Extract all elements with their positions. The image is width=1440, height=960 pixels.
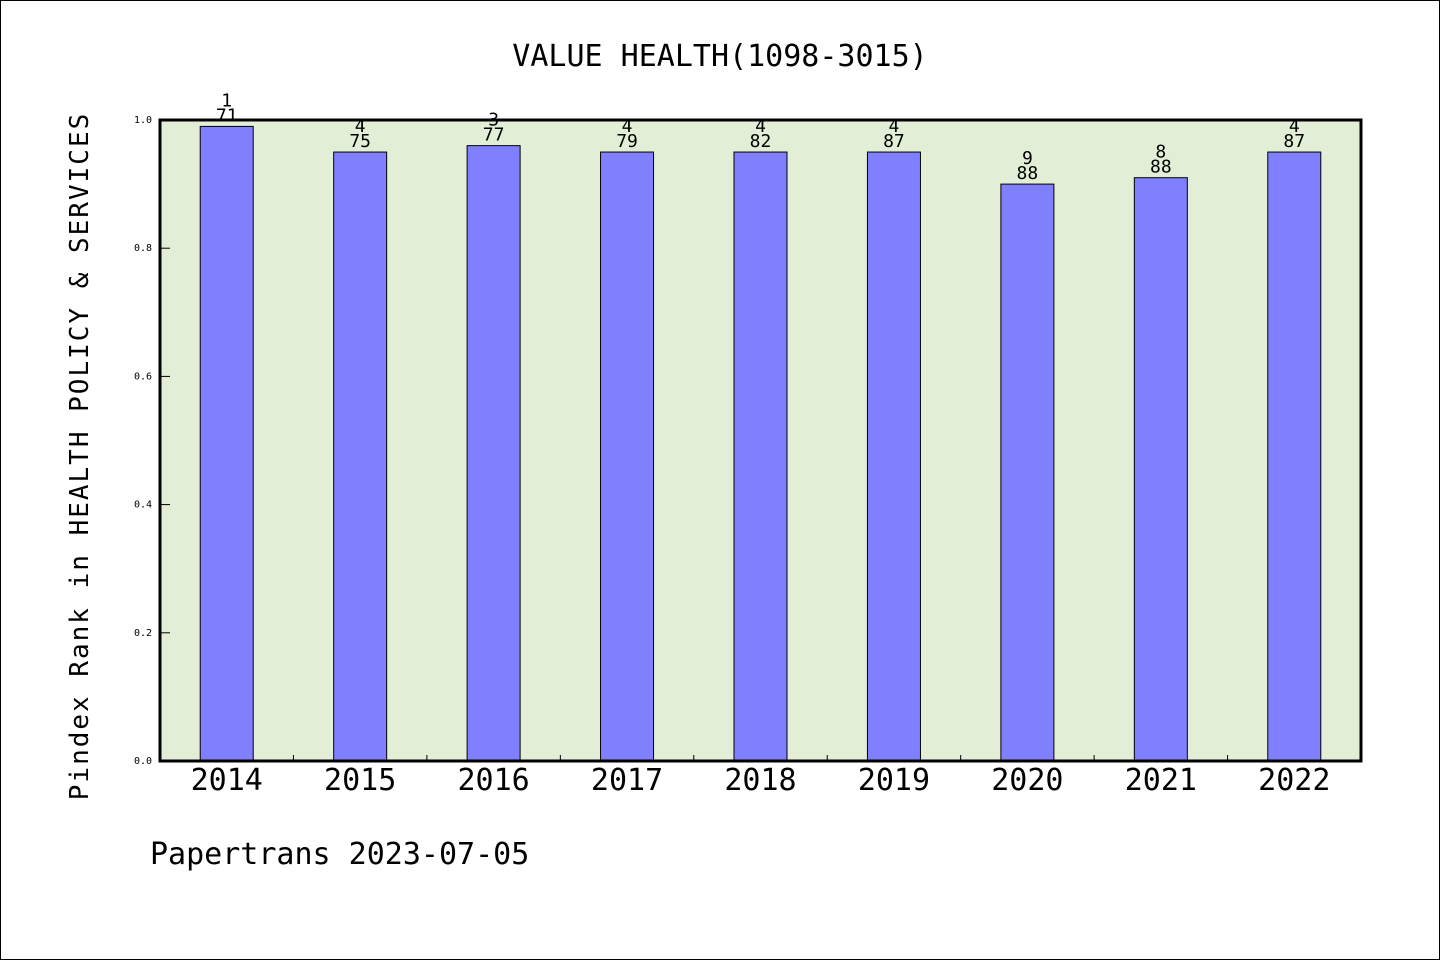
bar-rank-label: 4	[755, 116, 766, 137]
bar-2020	[1000, 183, 1055, 762]
x-tick-label: 2021	[1125, 763, 1197, 798]
x-tick-label: 2015	[324, 763, 396, 798]
y-axis-label: Pindex Rank in HEALTH POLICY & SERVICES	[65, 112, 95, 800]
bar-total-label: 79	[616, 131, 638, 152]
bar-2018	[733, 151, 788, 762]
x-tick-label: 2022	[1258, 763, 1330, 798]
y-tick-label: 0.4	[134, 500, 152, 511]
bar-2014	[199, 125, 254, 762]
bar-total-label: 87	[1283, 131, 1305, 152]
y-tick-label: 0.6	[134, 371, 152, 382]
bar-total-label: 75	[349, 131, 371, 152]
plot-border	[158, 118, 1363, 763]
bar-2022	[1267, 151, 1322, 762]
x-tick-label: 2017	[591, 763, 663, 798]
y-tick-label: 0.2	[134, 628, 152, 639]
y-tick-label: 1.0	[134, 115, 152, 126]
bar-rank-label: 4	[622, 116, 633, 137]
bar-total-label: 71	[216, 105, 238, 126]
bar-2017	[600, 151, 655, 762]
bar-2019	[866, 151, 921, 762]
bar-rank-label: 8	[1155, 142, 1166, 163]
bar-rank-label: 4	[889, 116, 900, 137]
x-tick-label: 2019	[858, 763, 930, 798]
y-tick-label: 0.0	[134, 756, 152, 767]
bar-2016	[466, 145, 521, 762]
bar-total-label: 82	[750, 131, 772, 152]
footer-text: Papertrans 2023-07-05	[150, 837, 529, 872]
bars-group	[199, 125, 1322, 762]
x-tick-label: 2018	[724, 763, 796, 798]
bar-total-label: 77	[483, 125, 505, 146]
x-tick-label: 2014	[191, 763, 263, 798]
bar-total-label: 87	[883, 131, 905, 152]
bar-total-label: 88	[1017, 163, 1039, 184]
bar-rank-label: 1	[221, 90, 232, 111]
bar-2015	[333, 151, 388, 762]
bar-rank-label: 4	[1289, 116, 1300, 137]
x-axis-ticks: 2014 2015 2016 2017 2018 2019 2020 2021 2022	[191, 755, 1330, 798]
y-tick-label: 0.8	[134, 243, 152, 254]
bar-rank-label: 9	[1022, 148, 1033, 169]
chart-title: VALUE HEALTH(1098-3015)	[512, 39, 927, 74]
x-tick-label: 2016	[457, 763, 529, 798]
bar-2021	[1133, 177, 1188, 762]
bar-total-label: 88	[1150, 157, 1172, 178]
x-tick-label: 2020	[991, 763, 1063, 798]
bar-rank-label: 4	[355, 116, 366, 137]
